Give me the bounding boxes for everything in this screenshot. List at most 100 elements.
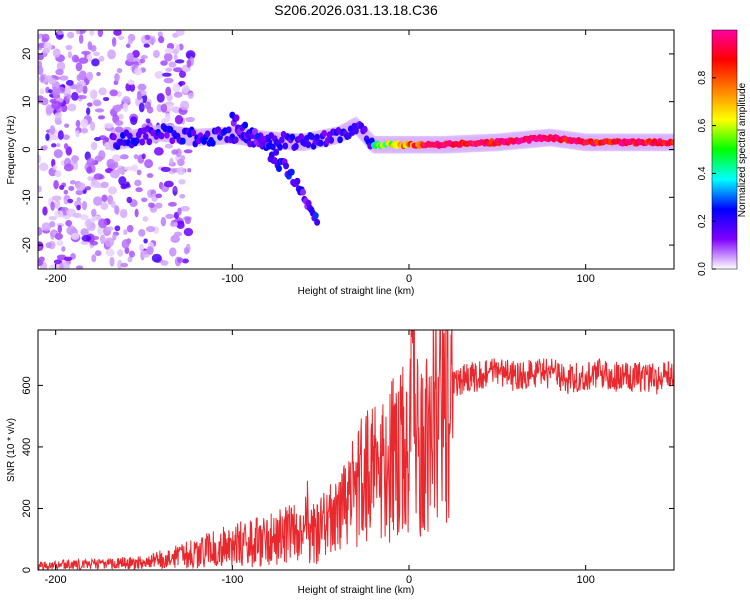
noise-blob xyxy=(158,36,165,44)
band-core xyxy=(282,142,289,150)
noise-blob xyxy=(173,221,178,227)
noise-blob xyxy=(164,112,171,123)
noise-blob xyxy=(114,225,121,232)
noise-blob xyxy=(67,103,77,112)
noise-blob xyxy=(57,224,63,234)
noise-blob xyxy=(176,166,186,176)
noise-blob xyxy=(168,61,177,68)
noise-blob xyxy=(173,54,178,61)
noise-blob xyxy=(58,262,64,269)
band-core xyxy=(158,132,165,140)
noise-blob xyxy=(53,149,63,159)
noise-blob xyxy=(81,50,91,55)
branch-blob xyxy=(242,121,249,129)
noise-blob xyxy=(172,186,178,192)
noise-blob xyxy=(93,51,100,57)
noise-blob xyxy=(134,179,142,187)
spectrogram-xtick-label: -100 xyxy=(221,273,243,285)
noise-blob xyxy=(49,135,60,141)
noise-blob xyxy=(187,168,192,173)
noise-blob xyxy=(75,83,84,94)
noise-blob xyxy=(144,101,152,110)
noise-blob xyxy=(92,196,103,206)
noise-blob xyxy=(96,71,101,77)
noise-blob xyxy=(126,52,135,63)
noise-blob xyxy=(119,208,128,219)
noise-blob xyxy=(80,214,89,221)
noise-blob xyxy=(105,248,115,257)
noise-blob xyxy=(75,119,81,128)
noise-blob xyxy=(157,31,163,38)
band-core xyxy=(111,133,117,141)
snr-plot-background xyxy=(38,330,674,570)
spectrogram-xtick-label: -200 xyxy=(45,273,67,285)
noise-blob xyxy=(100,202,109,211)
noise-blob xyxy=(66,31,75,39)
noise-blob xyxy=(132,49,140,58)
noise-blob xyxy=(117,249,124,257)
noise-blob xyxy=(106,158,116,169)
noise-blob xyxy=(165,86,172,97)
band-core xyxy=(210,139,216,147)
noise-blob xyxy=(49,220,56,228)
noise-blob xyxy=(81,235,92,242)
noise-blob xyxy=(75,265,84,269)
noise-blob xyxy=(182,258,189,264)
noise-blob xyxy=(75,182,86,192)
noise-blob xyxy=(142,216,149,222)
noise-blob xyxy=(184,217,191,225)
noise-blob xyxy=(72,212,82,218)
noise-blob xyxy=(97,115,106,120)
noise-blob xyxy=(179,193,186,199)
noise-blob xyxy=(121,239,130,249)
noise-blob xyxy=(100,181,109,189)
noise-blob xyxy=(69,180,77,185)
band-core xyxy=(321,129,328,137)
noise-blob xyxy=(173,91,183,98)
noise-blob xyxy=(38,162,49,172)
noise-blob xyxy=(111,154,122,162)
noise-blob xyxy=(42,33,50,42)
noise-blob xyxy=(50,201,55,211)
noise-blob xyxy=(54,199,61,209)
noise-blob xyxy=(120,183,128,190)
noise-blob xyxy=(67,198,74,204)
noise-blob xyxy=(186,59,192,68)
noise-blob xyxy=(87,71,94,81)
noise-blob xyxy=(98,87,107,96)
noise-blob xyxy=(38,226,43,236)
band-core xyxy=(164,131,170,139)
branch-blob xyxy=(273,148,280,156)
snr-ylabel: SNR (10 * v/v) xyxy=(6,418,17,482)
noise-blob xyxy=(187,92,194,99)
noise-blob xyxy=(94,250,102,257)
noise-blob xyxy=(59,184,65,191)
noise-blob xyxy=(52,164,57,171)
noise-blob xyxy=(45,104,53,115)
noise-blob xyxy=(140,54,148,60)
noise-blob xyxy=(141,153,146,160)
noise-blob xyxy=(173,231,183,237)
noise-blob xyxy=(172,83,181,93)
noise-blob xyxy=(145,118,151,124)
noise-blob xyxy=(94,108,105,113)
noise-blob xyxy=(57,86,65,94)
noise-blob xyxy=(114,204,120,215)
spectrogram-ylabel: Frequency (Hz) xyxy=(6,116,17,185)
noise-blob xyxy=(71,91,79,101)
noise-blob xyxy=(97,226,103,235)
spectrogram-ytick-label: 20 xyxy=(21,48,33,60)
noise-blob xyxy=(63,256,73,261)
noise-blob xyxy=(97,30,104,38)
noise-blob xyxy=(86,102,93,107)
noise-blob xyxy=(48,216,57,221)
band-core xyxy=(279,136,285,144)
noise-blob xyxy=(58,75,69,81)
branch-blob xyxy=(300,188,306,196)
noise-blob xyxy=(72,159,78,164)
noise-blob xyxy=(180,100,190,111)
noise-blob xyxy=(127,256,133,263)
noise-blob xyxy=(48,89,53,94)
colorbar-label: Normalized spectral amplitude xyxy=(737,82,748,217)
noise-blob xyxy=(127,79,135,86)
